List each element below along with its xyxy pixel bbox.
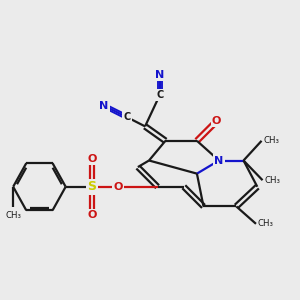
Text: N: N [214,155,224,166]
Text: S: S [87,180,96,193]
Text: O: O [113,182,123,192]
Text: O: O [87,154,97,164]
Text: CH₃: CH₃ [263,136,279,145]
Text: C: C [123,112,131,122]
Text: O: O [87,210,97,220]
Text: O: O [212,116,221,126]
Text: CH₃: CH₃ [5,212,21,220]
Text: C: C [156,90,164,100]
Text: CH₃: CH₃ [264,176,280,185]
Text: N: N [99,101,109,111]
Text: N: N [155,70,164,80]
Text: CH₃: CH₃ [258,219,274,228]
